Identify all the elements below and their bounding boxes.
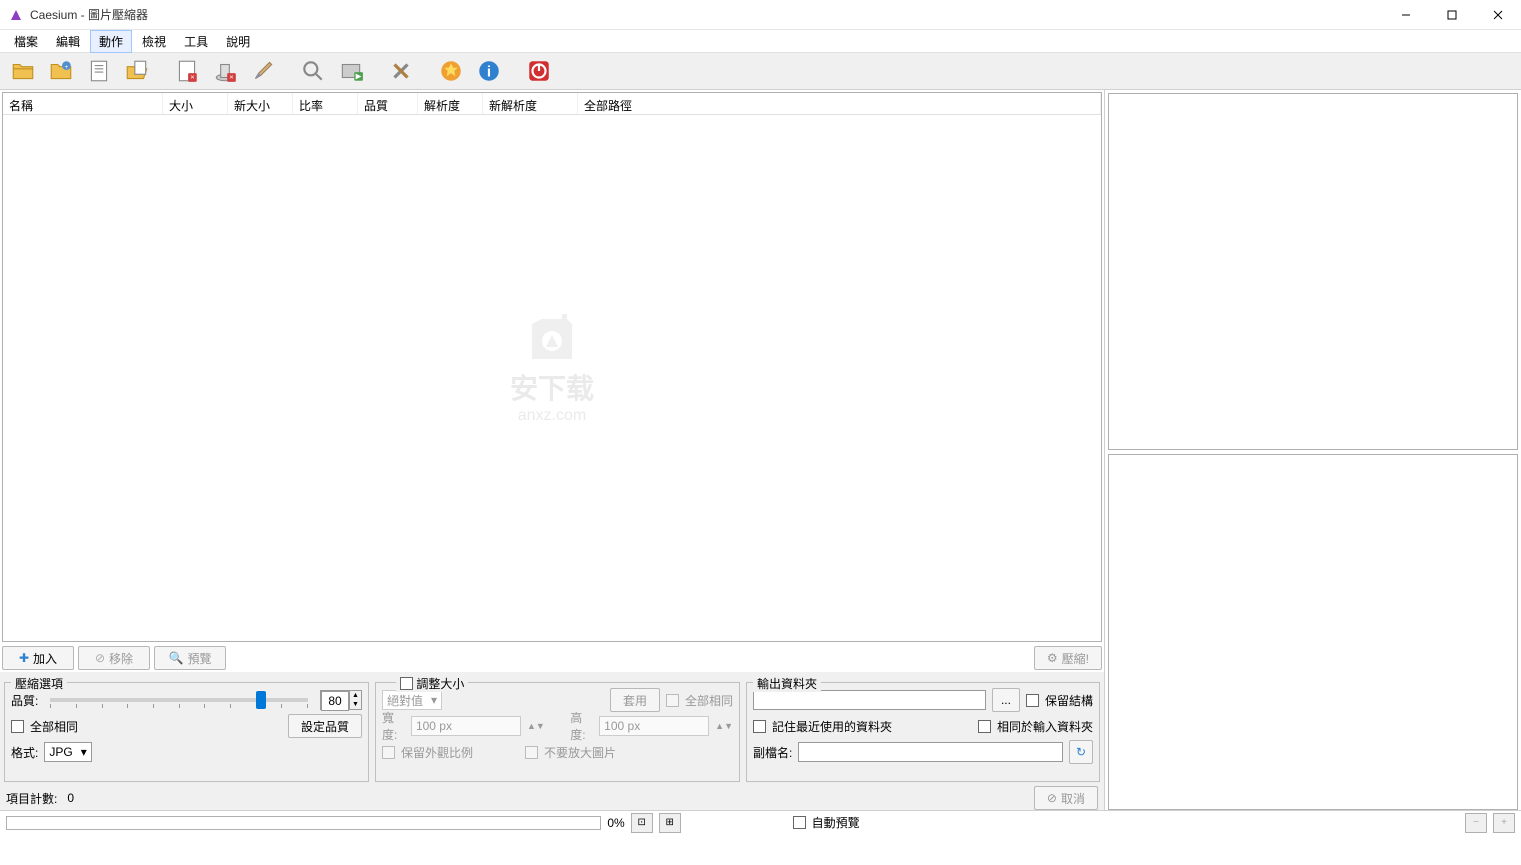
preview-original [1108, 93, 1518, 450]
footer: 0% ⊡ ⊞ 自動預覽 − + [0, 810, 1521, 834]
open-folder-icon[interactable]: + [44, 56, 78, 86]
keep-structure-checkbox[interactable] [1026, 694, 1039, 707]
app-icon [8, 7, 24, 23]
menu-edit[interactable]: 編輯 [48, 31, 88, 52]
add-button[interactable]: ✚加入 [2, 646, 74, 670]
same-as-input-checkbox[interactable] [978, 720, 991, 733]
col-resolution[interactable]: 解析度 [418, 93, 483, 114]
svg-text:×: × [229, 73, 233, 82]
minimize-button[interactable] [1383, 0, 1429, 29]
col-fullpath[interactable]: 全部路徑 [578, 93, 1101, 114]
col-size[interactable]: 大小 [163, 93, 228, 114]
compress-panel: 壓縮選項 品質: ▲▼ 全部相同 設定品質 [4, 682, 369, 782]
suffix-input[interactable] [798, 742, 1063, 762]
no-upscale-checkbox[interactable] [525, 746, 538, 759]
remember-folder-checkbox[interactable] [753, 720, 766, 733]
col-name[interactable]: 名稱 [3, 93, 163, 114]
browse-button[interactable]: ... [992, 688, 1020, 712]
quality-spinbox[interactable]: ▲▼ [320, 690, 362, 710]
clear-list-icon[interactable]: × [208, 56, 242, 86]
resize-mode-select[interactable]: 絕對值▾ [382, 690, 442, 710]
output-path-input[interactable] [753, 690, 986, 710]
keep-ratio-checkbox[interactable] [382, 746, 395, 759]
quality-slider[interactable] [50, 698, 308, 702]
progress-bar [6, 816, 601, 830]
close-button[interactable] [1475, 0, 1521, 29]
col-newresolution[interactable]: 新解析度 [483, 93, 578, 114]
menu-help[interactable]: 說明 [218, 31, 258, 52]
resize-panel: 調整大小 絕對值▾ 套用 全部相同 寬度: ▲▼ 高度: ▲▼ [375, 682, 740, 782]
menu-view[interactable]: 檢視 [134, 31, 174, 52]
open-file-icon[interactable] [6, 56, 40, 86]
progress-percent: 0% [607, 816, 624, 830]
watermark: 安下载 anxz.com [510, 309, 594, 425]
open-list-icon[interactable] [120, 56, 154, 86]
quality-label: 品質: [11, 692, 38, 709]
menu-tools[interactable]: 工具 [176, 31, 216, 52]
width-input[interactable] [411, 716, 521, 736]
brush-icon[interactable] [246, 56, 280, 86]
col-quality[interactable]: 品質 [358, 93, 418, 114]
preview-area [1105, 90, 1521, 810]
set-quality-button[interactable]: 設定品質 [288, 714, 362, 738]
fit-compressed-button[interactable]: ⊞ [659, 813, 681, 833]
resize-sameforall-checkbox[interactable] [666, 694, 679, 707]
toolbar: + × × ▶ i [0, 52, 1521, 90]
window-title: Caesium - 圖片壓縮器 [30, 6, 148, 23]
preview-compressed [1108, 454, 1518, 811]
info-icon[interactable]: i [472, 56, 506, 86]
list-actions: ✚加入 ⊘移除 🔍預覽 ⚙壓縮! [0, 644, 1104, 672]
menu-action[interactable]: 動作 [90, 30, 132, 53]
remove-button[interactable]: ⊘移除 [78, 646, 150, 670]
preview-icon[interactable] [296, 56, 330, 86]
svg-text:×: × [190, 73, 194, 82]
fit-original-button[interactable]: ⊡ [631, 813, 653, 833]
settings-icon[interactable] [384, 56, 418, 86]
col-ratio[interactable]: 比率 [293, 93, 358, 114]
menu-file[interactable]: 檔案 [6, 31, 46, 52]
apply-resize-button[interactable]: 套用 [610, 688, 660, 712]
format-label: 格式: [11, 744, 38, 761]
save-list-icon[interactable] [82, 56, 116, 86]
cancel-button[interactable]: ⊘取消 [1034, 786, 1098, 810]
zoom-out-button[interactable]: − [1465, 813, 1487, 833]
compress-button[interactable]: ⚙壓縮! [1034, 646, 1102, 670]
donate-icon[interactable] [434, 56, 468, 86]
remove-item-icon[interactable]: × [170, 56, 204, 86]
titlebar: Caesium - 圖片壓縮器 [0, 0, 1521, 30]
menubar: 檔案 編輯 動作 檢視 工具 說明 [0, 30, 1521, 52]
file-table: 名稱 大小 新大小 比率 品質 解析度 新解析度 全部路徑 安下载 anxz.c… [2, 92, 1102, 642]
auto-preview-checkbox[interactable] [793, 816, 806, 829]
resize-enable-checkbox[interactable] [400, 677, 413, 690]
preview-button[interactable]: 🔍預覽 [154, 646, 226, 670]
zoom-in-button[interactable]: + [1493, 813, 1515, 833]
maximize-button[interactable] [1429, 0, 1475, 29]
item-count: 0 [67, 791, 74, 805]
reset-suffix-button[interactable]: ↻ [1069, 740, 1093, 764]
exit-icon[interactable] [522, 56, 556, 86]
same-quality-checkbox[interactable] [11, 720, 24, 733]
svg-text:+: + [65, 64, 69, 71]
compress-icon[interactable]: ▶ [334, 56, 368, 86]
output-panel: 輸出資料夾 ... 保留結構 記住最近使用的資料夾 相同於輸入資料夾 副檔名: [746, 682, 1100, 782]
format-select[interactable]: JPG▾ [44, 742, 91, 762]
col-newsize[interactable]: 新大小 [228, 93, 293, 114]
svg-text:i: i [487, 63, 491, 80]
height-input[interactable] [599, 716, 709, 736]
status-bar: 項目計數: 0 ⊘取消 [0, 786, 1104, 810]
